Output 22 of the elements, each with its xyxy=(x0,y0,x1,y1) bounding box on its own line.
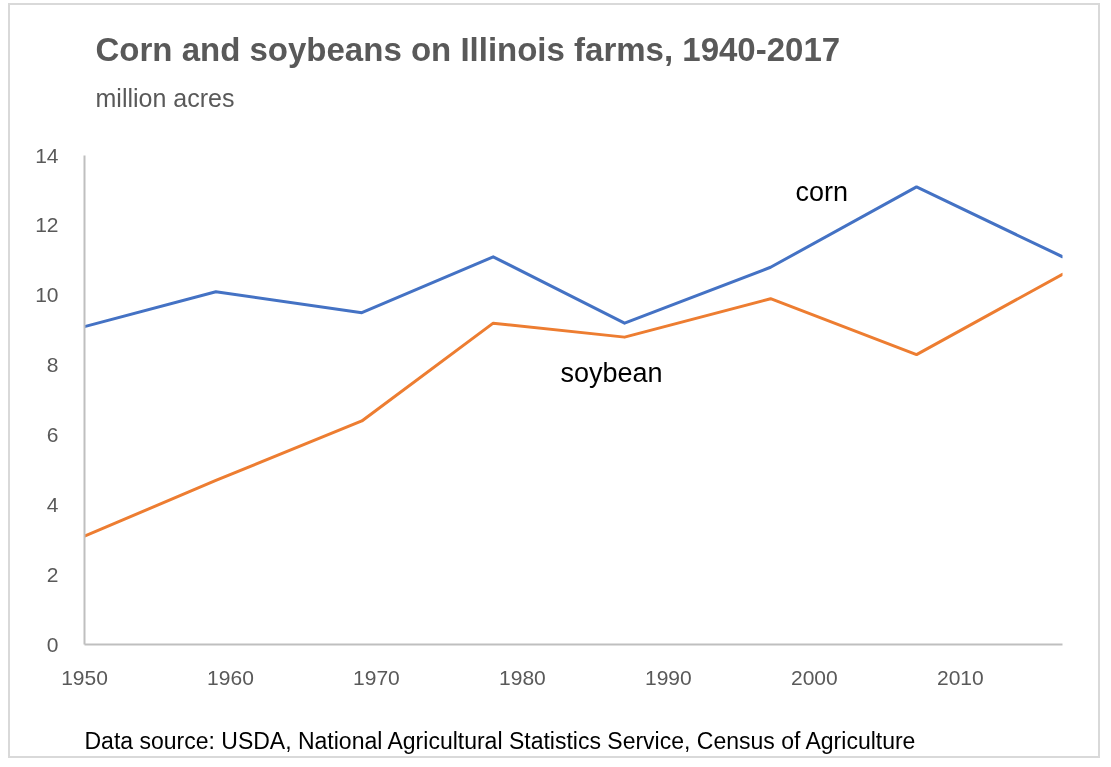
x-tick-label: 2000 xyxy=(790,665,838,689)
y-tick-label: 6 xyxy=(46,422,59,446)
series-label: soybean xyxy=(560,357,663,388)
y-tick-label: 12 xyxy=(35,213,59,237)
source-note: Data source: USDA, National Agricultural Statistics Service, Census of Agriculture xyxy=(84,727,916,754)
y-tick-label: 4 xyxy=(46,492,59,516)
chart-subtitle: million acres xyxy=(95,83,235,112)
y-tick-label: 14 xyxy=(35,143,59,167)
x-tick-label: 1980 xyxy=(499,665,546,689)
x-tick-label: 1950 xyxy=(61,665,108,689)
chart-title: Corn and soybeans on Illinois farms, 1940-2017 xyxy=(95,30,841,68)
x-tick-label: 1960 xyxy=(207,665,254,689)
x-tick-label: 1990 xyxy=(645,665,692,689)
y-tick-label: 8 xyxy=(46,353,59,377)
x-tick-label: 2010 xyxy=(936,665,984,689)
y-tick-label: 2 xyxy=(46,562,59,586)
x-tick-label: 1970 xyxy=(353,665,400,689)
y-tick-label: 0 xyxy=(46,632,59,656)
series-label: corn xyxy=(795,177,848,208)
line-series xyxy=(84,185,1063,329)
y-tick-label: 10 xyxy=(35,283,59,307)
line-series xyxy=(84,272,1063,538)
